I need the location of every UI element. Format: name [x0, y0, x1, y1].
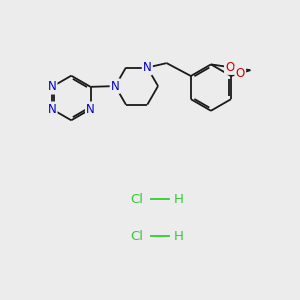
Text: H: H [173, 193, 183, 206]
Text: N: N [111, 80, 120, 93]
Text: H: H [173, 230, 183, 243]
Text: N: N [48, 103, 56, 116]
Text: O: O [236, 67, 245, 80]
Text: N: N [86, 103, 95, 116]
Text: Cl: Cl [130, 230, 143, 243]
Text: N: N [143, 61, 152, 74]
Text: Cl: Cl [130, 193, 143, 206]
Text: O: O [225, 61, 235, 74]
Text: N: N [48, 80, 56, 93]
